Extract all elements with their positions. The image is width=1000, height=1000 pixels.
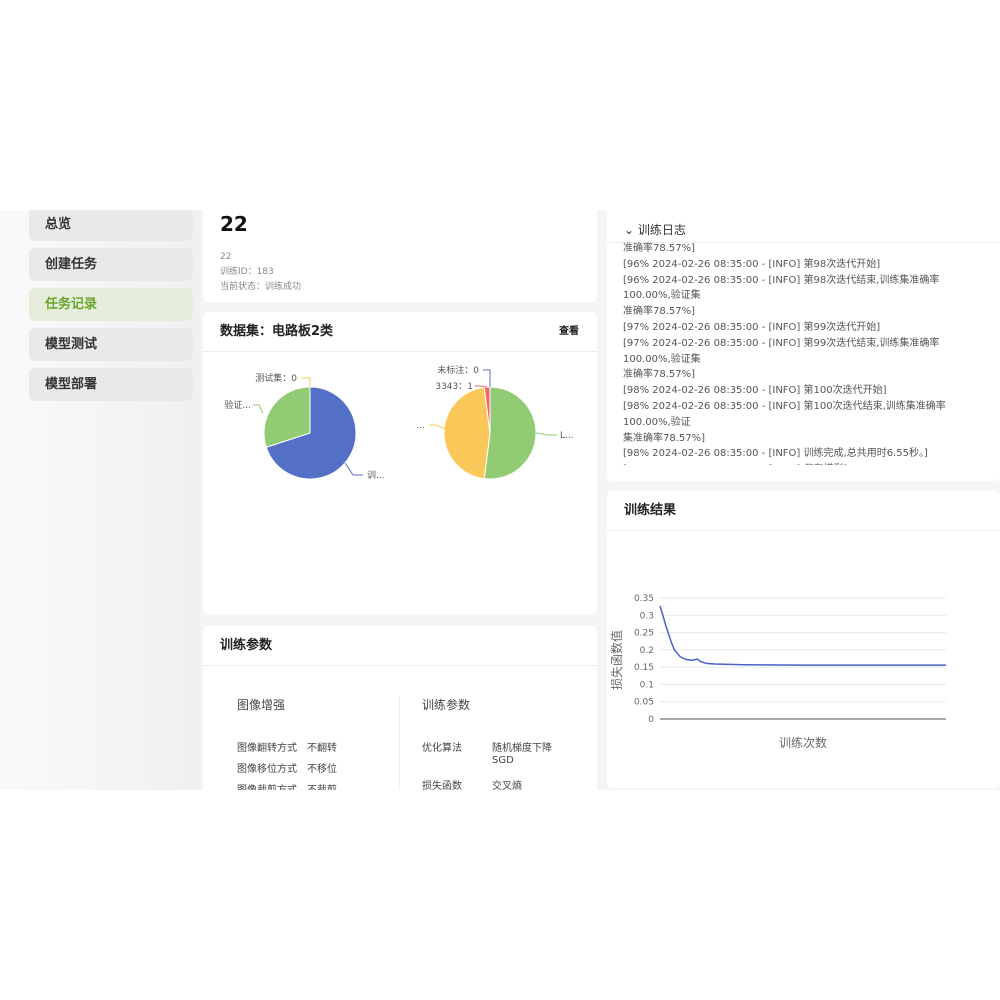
pie-label-line [301,377,311,387]
dataset-title: 数据集：电路板2类 [220,324,334,339]
y-tick-label: 0.25 [634,629,654,639]
train-id: 训练ID：183 [220,267,274,277]
aug-param-value: 不移位 [307,764,337,775]
train-param-key: 优化算法 [422,743,462,754]
aug-param-value: 不裁剪 [307,781,337,790]
pie-label: 3343：1 [435,382,473,392]
log-line: [99% 2024-02-26 08:35:00 - [INFO] 保存模型] [623,462,984,465]
log-line: [97% 2024-02-26 08:35:00 - [INFO] 第99次迭代… [623,337,940,365]
pie-label: ... [416,421,425,431]
pie-label-line [535,432,557,436]
log-line: [98% 2024-02-26 08:35:00 - [INFO] 第100次迭… [623,400,946,428]
x-axis-label: 训练次数 [779,735,827,750]
sidebar-item[interactable]: 模型测试 [29,328,193,361]
train-params-title: 训练参数 [422,698,471,712]
aug-param-key: 图像翻转方式 [237,743,297,754]
pie-label: 训... [367,470,385,481]
view-button[interactable]: 查看 [559,326,579,337]
task-name: 22 [220,252,232,262]
aug-param-key: 图像裁剪方式 [237,781,297,790]
chevron-down-icon[interactable]: ⌄ [624,223,635,237]
pie-label-line [253,404,264,414]
log-line: [96% 2024-02-26 08:35:00 - [INFO] 第98次迭代… [623,258,881,270]
log-line: 准确率78.57%] [623,369,696,381]
y-tick-label: 0.1 [640,680,654,690]
dataset-card: 数据集：电路板2类 查看 训... 验证... 测试集：0 L...... 3343：1… [203,312,597,615]
params-header: 训练参数 [203,626,597,666]
log-line: [98% 2024-02-26 08:35:00 - [INFO] 训练完成,总… [623,448,928,460]
pie-label-line [475,385,488,388]
app-frame: 总览创建任务任务记录模型测试模型部署 22 22 训练ID：183 当前状态：训… [0,210,1000,790]
y-tick-label: 0.05 [634,698,654,708]
log-line: 集准确率78.57%] [623,432,706,444]
task-status: 当前状态：训练成功 [220,282,302,292]
y-tick-label: 0.35 [634,594,654,604]
pie-label-line [429,424,447,430]
sidebar-item[interactable]: 总览 [29,210,193,241]
pie-label-line [344,462,363,476]
log-title: 训练日志 [637,223,686,237]
y-tick-label: 0.3 [640,611,654,621]
sidebar-item[interactable]: 任务记录 [29,288,193,321]
log-card: ⌄ 训练日志 准确率78.57%] [96% 2024-02-26 08:35:0… [607,210,1000,481]
y-tick-label: 0.2 [640,646,654,656]
y-tick-label: 0 [648,715,654,725]
pie-slice[interactable] [483,386,537,480]
y-axis-label: 损失函数值 [609,630,624,690]
log-line: [98% 2024-02-26 08:35:00 - [INFO] 第100次迭… [623,385,887,397]
pie-slice[interactable] [265,386,357,480]
train-param-value: 交叉熵 [492,781,522,790]
task-info-card: 22 22 训练ID：183 当前状态：训练成功 [203,210,597,302]
y-tick-label: 0.15 [634,663,654,673]
pie-slice[interactable] [263,386,311,448]
result-header: 训练结果 [607,491,1000,531]
task-title: 22 [220,212,248,236]
aug-param-value: 不翻转 [307,743,337,754]
result-card: 训练结果 0 0.05 0.1 0.15 0.2 0.25 0.3 0.35 训练次数 损失函数值 [607,491,1000,788]
train-param-value: 随机梯度下降 [492,743,552,754]
pie-label: 验证... [224,399,251,411]
pie-label: 测试集：0 [255,372,297,384]
pie-label: L... [560,431,574,441]
train-param-key: 损失函数 [422,781,462,790]
log-line: 准确率78.57%] [623,306,696,318]
log-line: [96% 2024-02-26 08:35:00 - [INFO] 第98次迭代… [623,274,940,302]
loss-chart: 0 0.05 0.1 0.15 0.2 0.25 0.3 0.35 训练次数 损失函数值 [609,594,946,750]
aug-title: 图像增强 [237,698,286,712]
aug-param-key: 图像移位方式 [237,764,297,775]
sidebar-item[interactable]: 模型部署 [29,368,193,401]
loss-series-line [659,605,946,666]
divider [399,696,400,790]
log-line: [97% 2024-02-26 08:35:00 - [INFO] 第99次迭代… [623,321,881,333]
pie-label-line [483,369,491,387]
train-param-value-2: SGD [492,755,514,766]
pie-label: 未标注：0 [437,364,479,376]
params-card: 训练参数 图像增强 训练参数 图像翻转方式不翻转图像移位方式不移位图像裁剪方式 不… [203,626,597,790]
dataset-pie-charts: 训... 验证... 测试集：0 L...... 3343：1 未标注：0 [224,364,574,481]
log-line: 准确率78.57%] [623,243,696,254]
sidebar-item[interactable]: 创建任务 [29,248,193,281]
log-header[interactable]: ⌄ 训练日志 [607,210,1000,243]
pie-slice[interactable] [443,386,491,480]
dataset-header: 数据集：电路板2类 查看 [203,312,597,352]
log-content[interactable]: 准确率78.57%] [96% 2024-02-26 08:35:00 - [IN… [607,235,1000,465]
